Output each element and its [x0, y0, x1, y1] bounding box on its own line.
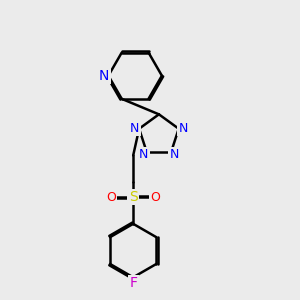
Text: N: N: [99, 69, 109, 83]
Text: N: N: [178, 122, 188, 135]
Text: O: O: [106, 190, 116, 204]
Text: S: S: [129, 190, 138, 204]
Text: N: N: [139, 148, 148, 161]
Text: F: F: [129, 276, 137, 290]
Text: N: N: [169, 148, 179, 161]
Text: O: O: [151, 190, 160, 204]
Text: N: N: [130, 122, 140, 135]
